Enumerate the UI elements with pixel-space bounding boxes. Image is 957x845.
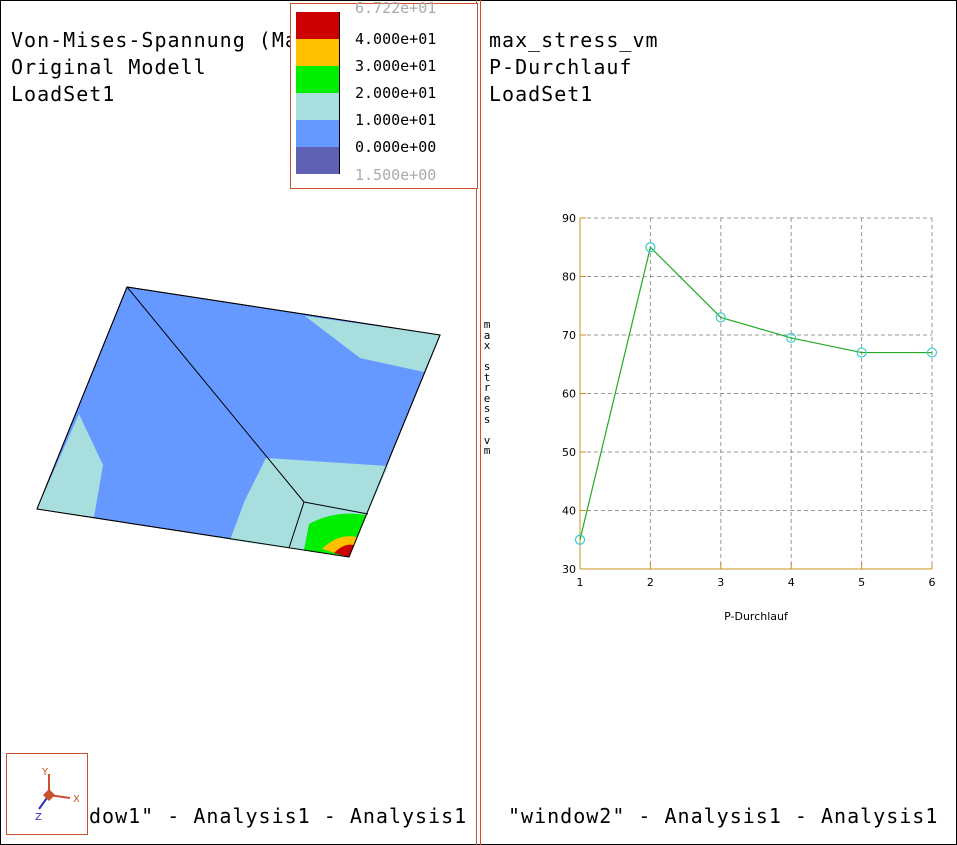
legend-swatch xyxy=(296,66,340,93)
coordinate-triad: Y X Z xyxy=(6,753,88,835)
legend-swatch xyxy=(296,120,340,147)
legend-band-label: 3.000e+01 xyxy=(355,57,437,75)
legend-swatch xyxy=(296,12,340,39)
legend-swatch xyxy=(296,93,340,120)
triad-z-label: Z xyxy=(35,812,42,823)
triad-axes-icon: Y X Z xyxy=(35,767,80,823)
right-window-footer: "window2" - Analysis1 - Analysis1 xyxy=(508,804,939,828)
window-divider-right xyxy=(480,0,481,845)
legend-band-label: 1.000e+01 xyxy=(355,111,437,129)
legend-min-label: 1.500e+00 xyxy=(355,166,437,184)
right-title-line-2: P-Durchlauf xyxy=(489,55,633,79)
fringe-plot-model[interactable] xyxy=(0,0,476,845)
legend-max-label: 6.722e+01 xyxy=(355,0,437,17)
legend-swatch xyxy=(296,39,340,66)
legend-band-label: 4.000e+01 xyxy=(355,30,437,48)
legend-band: 0.000e+00 xyxy=(291,120,477,156)
legend-band: 2.000e+01 xyxy=(291,66,477,102)
window-divider-left xyxy=(476,0,477,845)
triad-x-label: X xyxy=(73,794,80,805)
legend-band xyxy=(291,147,477,174)
left-title-line-3: LoadSet1 xyxy=(11,82,116,106)
legend-band: 1.000e+01 xyxy=(291,93,477,129)
left-window-footer: dow1" - Analysis1 - Analysis1 xyxy=(89,804,468,828)
fringe-legend[interactable]: 6.722e+01 4.000e+01 3.000e+01 2.000e+01 1.0… xyxy=(290,0,478,189)
left-title-line-2: Original Modell xyxy=(11,55,207,79)
right-title-line-3: LoadSet1 xyxy=(489,82,594,106)
legend-swatch xyxy=(296,147,340,174)
legend-band: 3.000e+01 xyxy=(291,39,477,75)
left-title-line-1: Von-Mises-Spannung (Ma xyxy=(11,28,298,52)
right-title-line-1: max_stress_vm xyxy=(489,28,659,52)
legend-band-label: 0.000e+00 xyxy=(355,138,437,156)
triad-y-label: Y xyxy=(41,767,49,778)
legend-band: 4.000e+01 xyxy=(291,12,477,48)
legend-band-label: 2.000e+01 xyxy=(355,84,437,102)
